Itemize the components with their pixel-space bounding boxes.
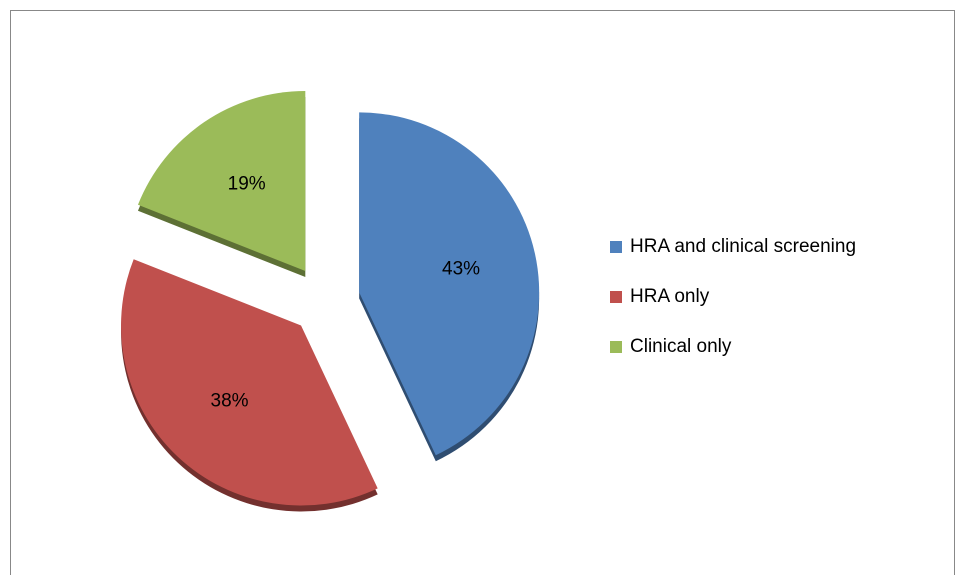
slice — [137, 91, 306, 272]
legend-label: HRA only — [630, 286, 710, 307]
legend-label: HRA and clinical screening — [630, 236, 856, 257]
data-label: 43% — [442, 259, 480, 280]
legend-swatch — [610, 241, 622, 253]
legend-label: Clinical only — [630, 336, 732, 357]
legend-swatch — [610, 291, 622, 303]
data-label: 38% — [211, 391, 249, 412]
data-label: 19% — [228, 174, 266, 195]
slice — [121, 259, 378, 506]
legend-swatch — [610, 341, 622, 353]
slice — [359, 112, 540, 456]
